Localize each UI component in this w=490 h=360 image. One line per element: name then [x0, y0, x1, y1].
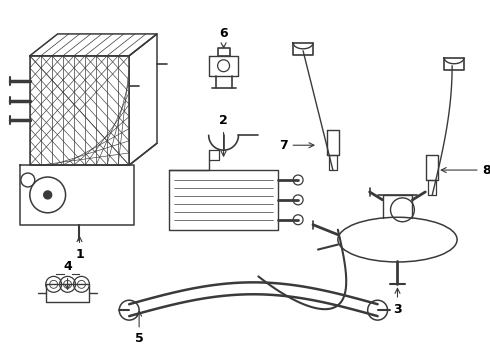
Text: 2: 2 — [219, 114, 228, 156]
Text: 4: 4 — [63, 260, 72, 289]
Circle shape — [44, 191, 51, 199]
Text: 5: 5 — [135, 311, 144, 346]
Text: 7: 7 — [279, 139, 314, 152]
Text: 3: 3 — [393, 288, 402, 316]
Text: 6: 6 — [219, 27, 228, 48]
Text: 1: 1 — [75, 237, 84, 261]
Text: 8: 8 — [441, 163, 490, 176]
